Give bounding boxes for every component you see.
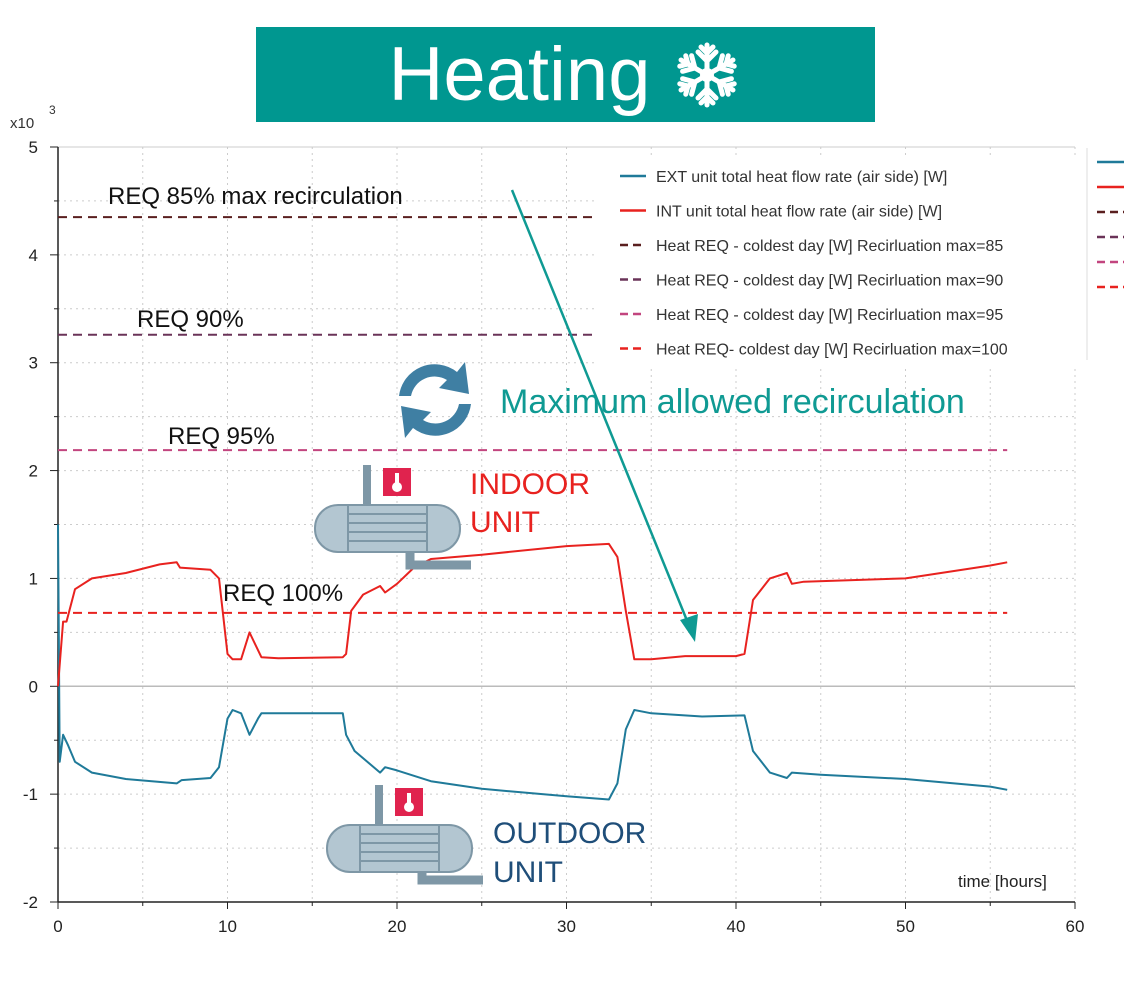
req90-label: REQ 90%: [137, 306, 244, 333]
y-tick-label: -2: [23, 893, 38, 912]
legend-label: Heat REQ - coldest day [W] Recirluation …: [656, 307, 1003, 324]
title-banner: Heating: [256, 27, 875, 122]
x-tick-label: 0: [53, 917, 62, 936]
x-tick-label: 20: [388, 917, 407, 936]
legend-label: Heat REQ- coldest day [W] Recirluation m…: [656, 342, 1008, 359]
x-axis-label: time [hours]: [958, 872, 1047, 891]
recirculation-icon: [399, 362, 471, 438]
series-line-1: [57, 542, 1008, 687]
y-tick-label: 3: [29, 354, 38, 373]
outdoor-heat-exchanger-icon: [326, 785, 483, 885]
indoor-label-1: INDOOR: [470, 468, 590, 501]
legend-box: [598, 155, 1076, 367]
snowflake-icon: [677, 42, 738, 107]
indoor-heat-exchanger-icon: [314, 465, 471, 570]
y-tick-label: 4: [29, 246, 38, 265]
outdoor-label-2: UNIT: [493, 856, 563, 889]
x-tick-label: 40: [727, 917, 746, 936]
x-tick-label: 50: [896, 917, 915, 936]
x-tick-label: 60: [1066, 917, 1085, 936]
indoor-label-2: UNIT: [470, 506, 540, 539]
y-tick-label: 5: [29, 138, 38, 157]
legend-label: Heat REQ - coldest day [W] Recirluation …: [656, 273, 1003, 290]
outdoor-label-1: OUTDOOR: [493, 817, 646, 850]
y-tick-label: -1: [23, 785, 38, 804]
req100-label: REQ 100%: [223, 580, 343, 607]
max-recirculation-annotation: Maximum allowed recirculation: [500, 383, 965, 421]
y-tick-label: 2: [29, 462, 38, 481]
y-tick-label: 1: [29, 569, 38, 588]
x-tick-label: 10: [218, 917, 237, 936]
annotation-arrow: [510, 189, 698, 642]
legend-label: INT unit total heat flow rate (air side)…: [656, 204, 942, 221]
x-tick-label: 30: [557, 917, 576, 936]
y-tick-label: 0: [29, 677, 38, 696]
y-multiplier: x10: [10, 115, 34, 132]
legend-label: Heat REQ - coldest day [W] Recirluation …: [656, 238, 1003, 255]
req95-label: REQ 95%: [168, 423, 275, 450]
legend-label: EXT unit total heat flow rate (air side)…: [656, 169, 947, 186]
series-line-0: [57, 524, 1008, 801]
req85-label: REQ 85% max recirculation: [108, 183, 403, 210]
title: Heating: [388, 32, 651, 117]
y-multiplier-exp: 3: [49, 103, 56, 117]
